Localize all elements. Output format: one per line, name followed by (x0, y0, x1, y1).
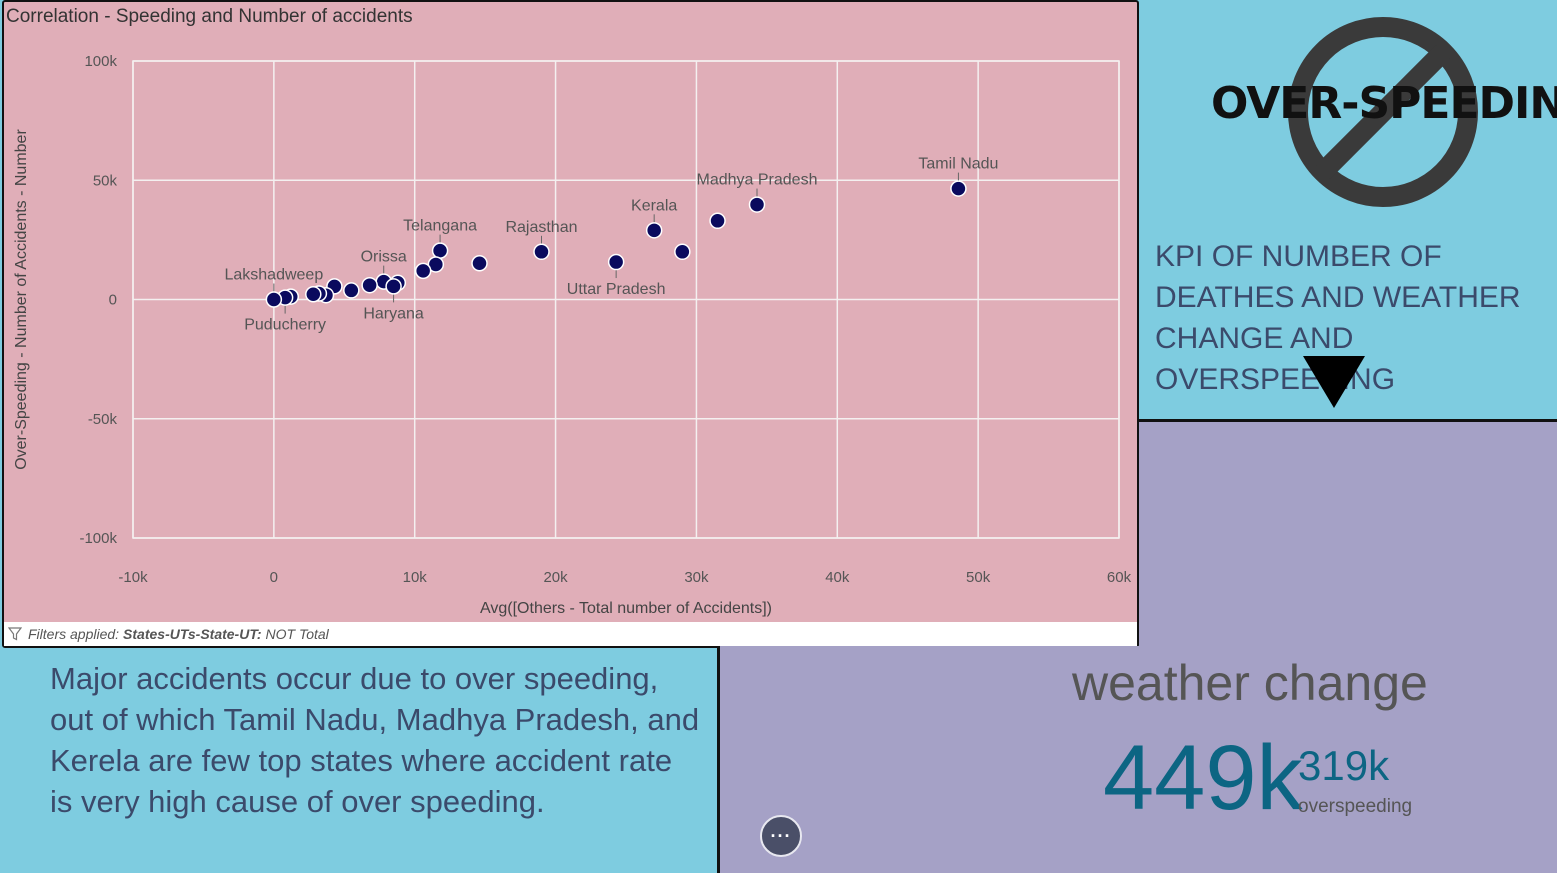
summary-panel: Major accidents occur due to over speedi… (0, 648, 717, 873)
x-tick-label: 10k (403, 569, 428, 586)
filter-icon (8, 627, 22, 641)
data-point (748, 196, 766, 213)
summary-text: Major accidents occur due to over speedi… (50, 661, 700, 819)
x-tick-label: 0 (270, 569, 278, 586)
x-axis-label: Avg([Others - Total number of Accidents]… (480, 600, 772, 617)
data-point (305, 286, 322, 303)
data-point (414, 262, 432, 280)
point-label: Orissa (361, 249, 407, 266)
y-axis-label: Over-Speeding - Number of Accidents - Nu… (13, 129, 30, 470)
kpi-header-panel: OVER-SPEEDING KPI OF NUMBER OF DEATHES A… (1139, 0, 1557, 422)
y-tick-label: -50k (88, 411, 118, 428)
filter-value: NOT Total (265, 626, 329, 642)
data-point (343, 282, 360, 299)
data-point (607, 253, 625, 271)
data-point (431, 242, 449, 259)
data-point (361, 276, 378, 294)
data-point (533, 243, 550, 261)
filter-field: States-UTs-State-UT: (123, 626, 262, 642)
scatter-chart-panel: -10k 0 10k 20k 30k 40k 50k 60k 100k 50k 0 -50k -100k… (2, 0, 1139, 648)
y-tick-label: 50k (93, 172, 118, 189)
kpi-secondary-value: 319k (1298, 742, 1390, 789)
data-point (709, 212, 726, 230)
y-tick-label: 100k (84, 53, 117, 70)
point-label: Rajasthan (505, 219, 577, 236)
data-point (674, 243, 691, 261)
data-point (385, 278, 402, 295)
kpi-caption: KPI OF NUMBER OF DEATHES AND WEATHER CHA… (1155, 240, 1521, 396)
point-label: Puducherry (244, 317, 326, 334)
kpi-card: weather change 449k 319k overspeeding ··… (717, 646, 1557, 873)
point-label: Haryana (363, 305, 424, 322)
point-label: Lakshadweep (224, 267, 323, 284)
data-point (471, 254, 488, 272)
filter-bar[interactable]: Filters applied: States-UTs-State-UT: NO… (4, 622, 1137, 646)
x-tick-label: 30k (684, 569, 709, 586)
kpi-card-upper (1139, 422, 1557, 648)
x-tick-label: -10k (118, 569, 148, 586)
point-label: Madhya Pradesh (697, 172, 818, 189)
down-arrow-icon (1303, 356, 1365, 408)
data-point (265, 291, 283, 308)
filter-prefix: Filters applied: (28, 626, 120, 642)
x-tick-label: 50k (966, 569, 991, 586)
kpi-main-value: 449k (1103, 727, 1303, 829)
x-tick-label: 20k (543, 569, 568, 586)
more-options-button[interactable]: ··· (760, 815, 802, 857)
scatter-chart: -10k 0 10k 20k 30k 40k 50k 60k 100k 50k 0 -50k -100k… (13, 53, 1132, 617)
kpi-label: weather change (1072, 655, 1428, 711)
y-tick-label: -100k (79, 530, 117, 547)
x-tick-label: 40k (825, 569, 850, 586)
data-point (950, 180, 967, 197)
chart-title: Correlation - Speeding and Number of acc… (6, 6, 413, 27)
data-point (427, 256, 445, 273)
brand-title: OVER-SPEEDING (1211, 78, 1557, 129)
point-label: Telangana (403, 218, 477, 235)
kpi-secondary-label: overspeeding (1298, 796, 1413, 817)
data-point (645, 222, 663, 239)
point-label: Kerala (631, 197, 677, 214)
y-tick-label: 0 (109, 292, 117, 309)
point-label: Uttar Pradesh (567, 281, 666, 298)
x-tick-label: 60k (1107, 569, 1132, 586)
no-entry-icon (1288, 17, 1478, 207)
point-label: Tamil Nadu (918, 156, 998, 173)
